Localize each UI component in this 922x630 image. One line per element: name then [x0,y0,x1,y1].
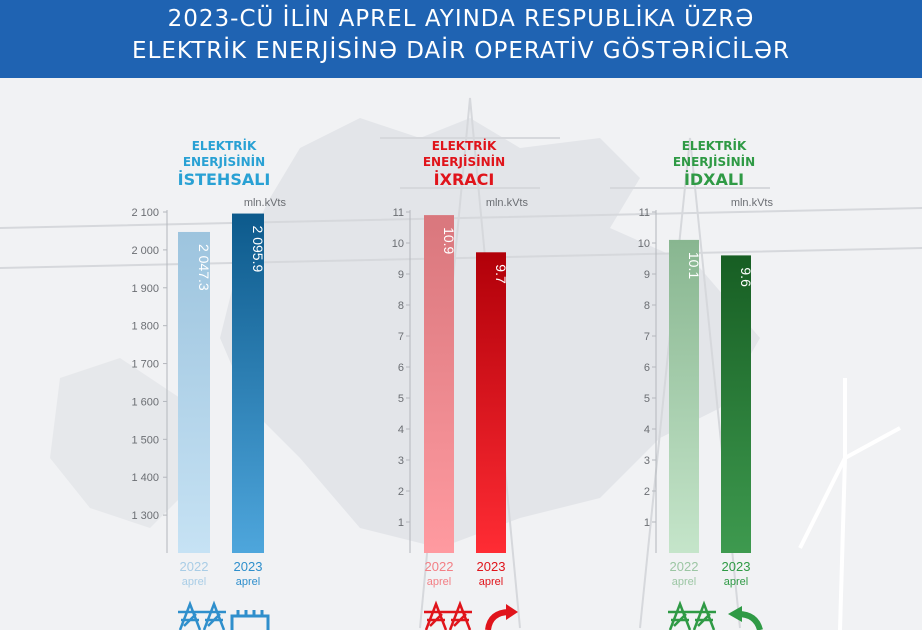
export-category-label: 2022 [425,559,454,574]
import-category-sub-label: aprel [672,576,696,588]
map-silhouette-left [50,358,200,528]
production-unit-label: mln.kVts [244,197,287,209]
production-ytick-label: 1 600 [131,396,159,408]
export-ytick-label: 8 [398,300,404,312]
export-ytick-label: 2 [398,486,404,498]
import-ytick-label: 4 [644,424,650,436]
production-title: ELEKTRİK ENERJİSİNİN İSTEHSALI [144,138,304,188]
production-ytick-label: 1 500 [131,434,159,446]
production-bar-2023 [232,213,264,553]
production-ytick-label: 2 000 [131,245,159,257]
export-ytick-label: 4 [398,424,404,436]
power-plant-icon [230,610,270,630]
export-bar-value-label: 9.7 [493,264,509,284]
import-title-line1: ELEKTRİK [681,139,747,153]
production-title-line3: İSTEHSALI [177,170,271,189]
export-ytick-label: 1 [398,517,404,529]
import-ytick-label: 11 [639,207,650,219]
production-ytick-label: 2 100 [131,207,159,219]
export-ytick-label: 3 [398,455,404,467]
import-bar-2023 [721,255,751,553]
import-bar-value-label: 10.1 [686,252,702,279]
power-tower-icon [424,600,448,630]
import-bar-value-label: 9.6 [738,267,754,287]
header-title-line2: ELEKTRİK ENERJİSİNƏ DAİR OPERATİV GÖSTƏR… [132,38,790,64]
import-ytick-label: 5 [644,393,650,405]
export-category-sub-label: aprel [427,576,451,588]
power-tower-icon [692,600,716,630]
power-tower-icon [448,600,472,630]
import-arrow-head-icon [728,606,742,622]
production-category-label: 2022 [180,559,209,574]
production-bar-value-label: 2 047.3 [196,244,212,291]
header-title-line1: 2023-CÜ İLİN APREL AYINDA RESPUBLİKA ÜZR… [167,6,755,32]
export-ytick-label: 5 [398,393,404,405]
export-ytick-label: 9 [398,269,404,281]
power-tower-icon [178,600,202,630]
header-banner: 2023-CÜ İLİN APREL AYINDA RESPUBLİKA ÜZR… [0,0,922,78]
export-title-line2: ENERJİSİNİN [422,155,506,169]
production-ytick-label: 1 900 [131,283,159,295]
import-ytick-label: 10 [638,238,650,250]
export-ytick-label: 11 [393,207,404,219]
import-ytick-label: 1 [644,517,650,529]
import-ytick-label: 9 [644,269,650,281]
export-bar-2023 [476,252,506,554]
import-category-label: 2023 [722,559,751,574]
export-category-label: 2023 [477,559,506,574]
import-bar-2022 [669,239,699,553]
import-unit-label: mln.kVts [731,197,774,209]
export-ytick-label: 10 [392,238,404,250]
production-title-line2: ENERJİSİNİN [182,155,266,169]
import-category-label: 2022 [670,559,699,574]
export-title-line1: ELEKTRİK [431,139,497,153]
export-bar-value-label: 10.9 [441,227,457,254]
production-bar-2022 [178,231,210,553]
import-title: ELEKTRİK ENERJİSİNİN İDXALI [634,138,794,188]
production-category-sub-label: aprel [236,576,260,588]
import-ytick-label: 6 [644,362,650,374]
export-bar-2022 [424,215,454,553]
production-category-label: 2023 [234,559,263,574]
import-ytick-label: 3 [644,455,650,467]
import-category-sub-label: aprel [724,576,748,588]
production-ytick-label: 1 400 [131,472,159,484]
production-bar-value-label: 2 095.9 [250,226,266,273]
wind-turbine-silhouette [798,378,901,630]
export-unit-label: mln.kVts [486,197,529,209]
import-title-line2: ENERJİSİNİN [672,155,756,169]
production-title-line1: ELEKTRİK [191,139,257,153]
export-title-line3: İXRACI [433,170,495,189]
production-ytick-label: 1 700 [131,359,159,371]
import-ytick-label: 2 [644,486,650,498]
export-ytick-label: 6 [398,362,404,374]
import-title-line3: İDXALI [683,170,745,189]
production-ytick-label: 1 300 [131,510,159,522]
import-ytick-label: 7 [644,331,650,343]
production-ytick-label: 1 800 [131,321,159,333]
export-title: ELEKTRİK ENERJİSİNİN İXRACI [384,138,544,188]
power-tower-icon [668,600,692,630]
export-ytick-label: 7 [398,331,404,343]
import-ytick-label: 8 [644,300,650,312]
power-tower-icon [202,600,226,630]
production-category-sub-label: aprel [182,576,206,588]
export-category-sub-label: aprel [479,576,503,588]
export-arrow-head-icon [506,604,518,620]
